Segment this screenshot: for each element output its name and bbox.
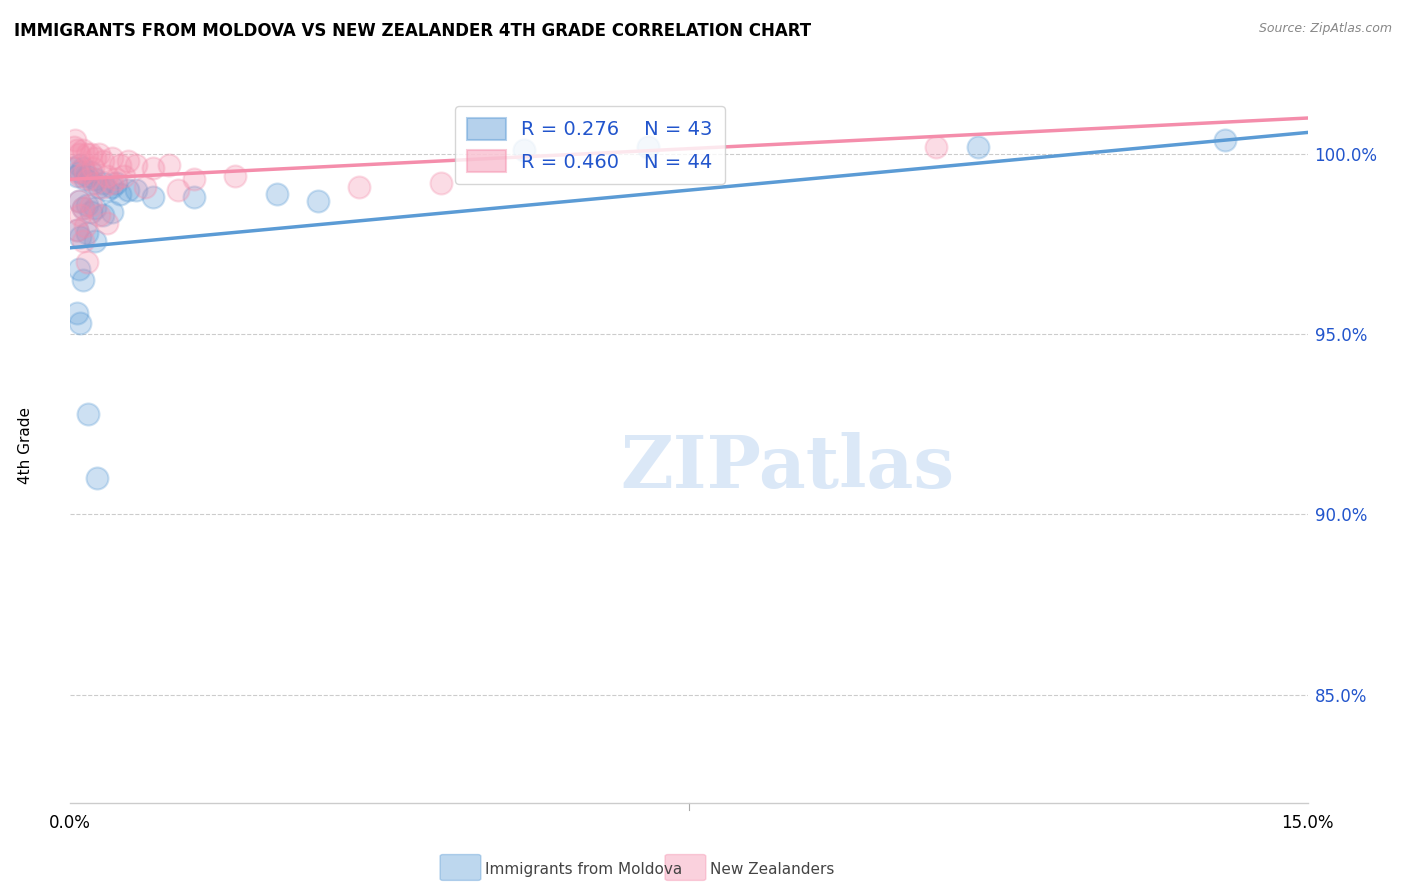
Point (166, 183, 188, 197)
Point (100, 151, 122, 165)
Point (67, 194, 90, 208)
Point (66, 223, 89, 237)
Point (67, 194, 90, 208)
Point (183, 190, 205, 204)
Legend: R = 0.276    N = 43, R = 0.460    N = 44: R = 0.276 N = 43, R = 0.460 N = 44 (456, 106, 724, 184)
Text: 0.0%: 0.0% (49, 814, 91, 831)
Point (142, 190, 165, 204)
Point (67, 147, 90, 161)
Point (91, 208, 114, 222)
Point (925, 140, 948, 154)
Point (76, 227, 98, 241)
Point (89, 147, 111, 161)
Text: New Zealanders: New Zealanders (710, 863, 834, 877)
Point (307, 194, 329, 208)
Point (69, 165, 91, 179)
Point (125, 183, 148, 197)
Point (108, 158, 131, 172)
Point (72, 234, 94, 248)
Point (183, 172, 205, 186)
Point (63, 161, 86, 176)
Point (76, 147, 98, 161)
Point (80, 147, 103, 161)
Point (80, 165, 103, 179)
Point (1213, 133, 1236, 147)
Point (513, 144, 536, 158)
Point (76, 197, 98, 211)
Point (76, 169, 98, 183)
Point (142, 161, 165, 176)
Point (117, 183, 139, 197)
Point (69, 208, 91, 222)
Point (84, 172, 107, 186)
Point (77, 172, 100, 186)
Point (77, 407, 100, 421)
Point (100, 204, 122, 219)
Text: 15.0%: 15.0% (1281, 814, 1334, 831)
Point (80, 197, 103, 211)
Point (67, 158, 90, 172)
Point (82, 176, 104, 190)
Point (66, 165, 89, 179)
Point (96, 215, 118, 229)
Point (67, 262, 90, 277)
Point (69, 317, 91, 331)
Text: 4th Grade: 4th Grade (18, 408, 34, 484)
Point (80, 204, 103, 219)
Point (100, 176, 122, 190)
Point (86, 471, 108, 485)
Point (966, 140, 988, 154)
Point (76, 255, 98, 269)
Point (117, 154, 139, 169)
Point (66, 306, 89, 320)
Point (224, 169, 246, 183)
Point (157, 158, 180, 172)
Point (72, 144, 94, 158)
Point (72, 201, 94, 215)
Point (96, 169, 118, 183)
Point (84, 234, 107, 248)
Point (66, 223, 89, 237)
Point (82, 161, 104, 176)
Text: Source: ZipAtlas.com: Source: ZipAtlas.com (1258, 22, 1392, 36)
Point (66, 169, 89, 183)
Point (84, 176, 107, 190)
Point (91, 179, 114, 194)
Point (75, 219, 97, 234)
Point (72, 273, 94, 287)
Point (637, 140, 659, 154)
Point (100, 179, 122, 194)
Point (430, 176, 453, 190)
Point (134, 179, 156, 194)
Point (89, 208, 111, 222)
Point (72, 201, 94, 215)
Text: Immigrants from Moldova: Immigrants from Moldova (485, 863, 682, 877)
Point (69, 230, 91, 244)
Point (104, 172, 127, 186)
Point (347, 179, 370, 194)
Point (104, 176, 127, 190)
Point (91, 176, 114, 190)
Point (108, 186, 131, 201)
Point (266, 186, 288, 201)
Point (112, 169, 135, 183)
Text: ZIPatlas: ZIPatlas (621, 432, 955, 503)
Point (96, 183, 118, 197)
Point (84, 201, 107, 215)
Point (75, 165, 97, 179)
Point (84, 151, 107, 165)
Point (125, 158, 148, 172)
Point (65, 133, 87, 147)
Point (75, 172, 97, 186)
Point (89, 179, 111, 194)
Point (63, 140, 86, 154)
Point (69, 169, 91, 183)
Point (72, 161, 94, 176)
Text: IMMIGRANTS FROM MOLDOVA VS NEW ZEALANDER 4TH GRADE CORRELATION CHART: IMMIGRANTS FROM MOLDOVA VS NEW ZEALANDER… (14, 22, 811, 40)
Point (66, 144, 89, 158)
Point (91, 154, 114, 169)
